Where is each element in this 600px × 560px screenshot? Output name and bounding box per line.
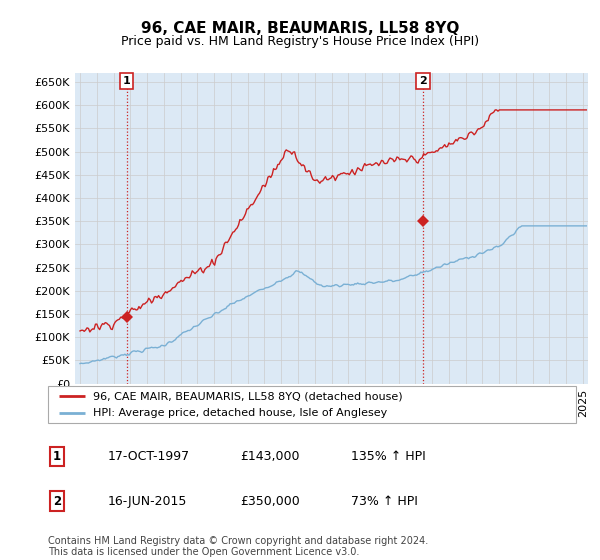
Text: £143,000: £143,000: [240, 450, 299, 463]
Text: 2: 2: [53, 494, 61, 508]
Text: 1: 1: [123, 76, 131, 86]
Text: 73% ↑ HPI: 73% ↑ HPI: [351, 494, 418, 508]
Text: 17-OCT-1997: 17-OCT-1997: [108, 450, 190, 463]
Text: Price paid vs. HM Land Registry's House Price Index (HPI): Price paid vs. HM Land Registry's House …: [121, 35, 479, 48]
Text: HPI: Average price, detached house, Isle of Anglesey: HPI: Average price, detached house, Isle…: [93, 408, 387, 418]
Text: 16-JUN-2015: 16-JUN-2015: [108, 494, 187, 508]
Text: 96, CAE MAIR, BEAUMARIS, LL58 8YQ (detached house): 96, CAE MAIR, BEAUMARIS, LL58 8YQ (detac…: [93, 391, 403, 401]
FancyBboxPatch shape: [48, 386, 576, 423]
Text: 135% ↑ HPI: 135% ↑ HPI: [351, 450, 426, 463]
Text: 1: 1: [53, 450, 61, 463]
Text: £350,000: £350,000: [240, 494, 300, 508]
Text: Contains HM Land Registry data © Crown copyright and database right 2024.
This d: Contains HM Land Registry data © Crown c…: [48, 535, 428, 557]
Text: 96, CAE MAIR, BEAUMARIS, LL58 8YQ: 96, CAE MAIR, BEAUMARIS, LL58 8YQ: [141, 21, 459, 36]
Text: 2: 2: [419, 76, 427, 86]
